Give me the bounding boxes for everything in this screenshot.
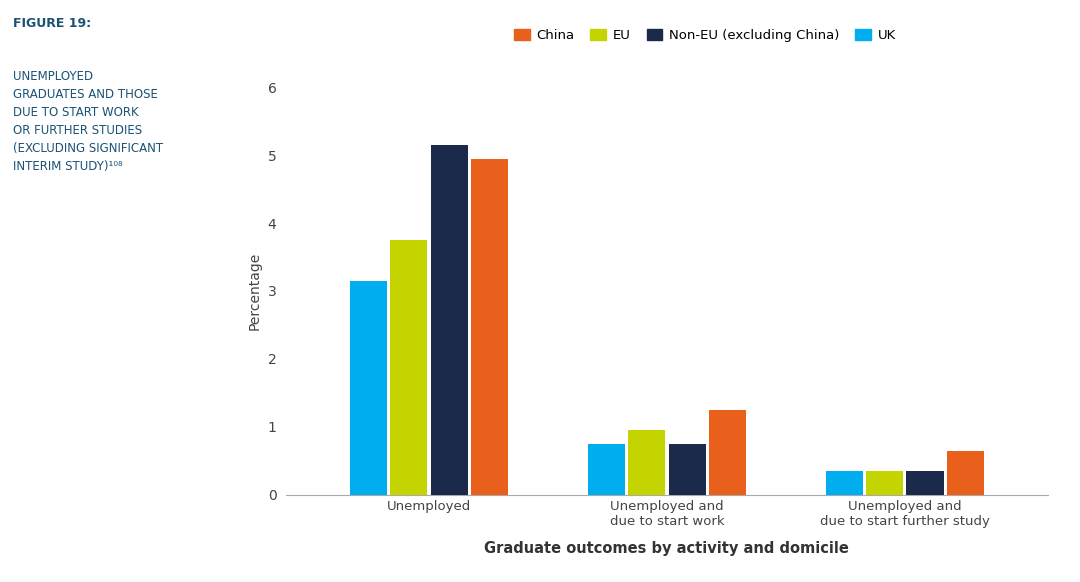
Bar: [825, 471, 863, 495]
Legend: China, EU, Non-EU (excluding China), UK: China, EU, Non-EU (excluding China), UK: [514, 29, 896, 42]
Text: FIGURE 19:: FIGURE 19:: [13, 17, 91, 30]
Bar: [629, 430, 665, 495]
Bar: [866, 471, 903, 495]
X-axis label: Graduate outcomes by activity and domicile: Graduate outcomes by activity and domici…: [485, 541, 849, 556]
Bar: [471, 159, 509, 495]
Bar: [431, 145, 468, 495]
Bar: [350, 281, 387, 495]
Bar: [390, 240, 428, 495]
Y-axis label: Percentage: Percentage: [248, 252, 262, 330]
Text: UNEMPLOYED
GRADUATES AND THOSE
DUE TO START WORK
OR FURTHER STUDIES
(EXCLUDING S: UNEMPLOYED GRADUATES AND THOSE DUE TO ST…: [13, 70, 163, 173]
Bar: [669, 443, 705, 495]
Bar: [708, 410, 746, 495]
Bar: [947, 450, 984, 495]
Bar: [906, 471, 944, 495]
Bar: [588, 443, 625, 495]
